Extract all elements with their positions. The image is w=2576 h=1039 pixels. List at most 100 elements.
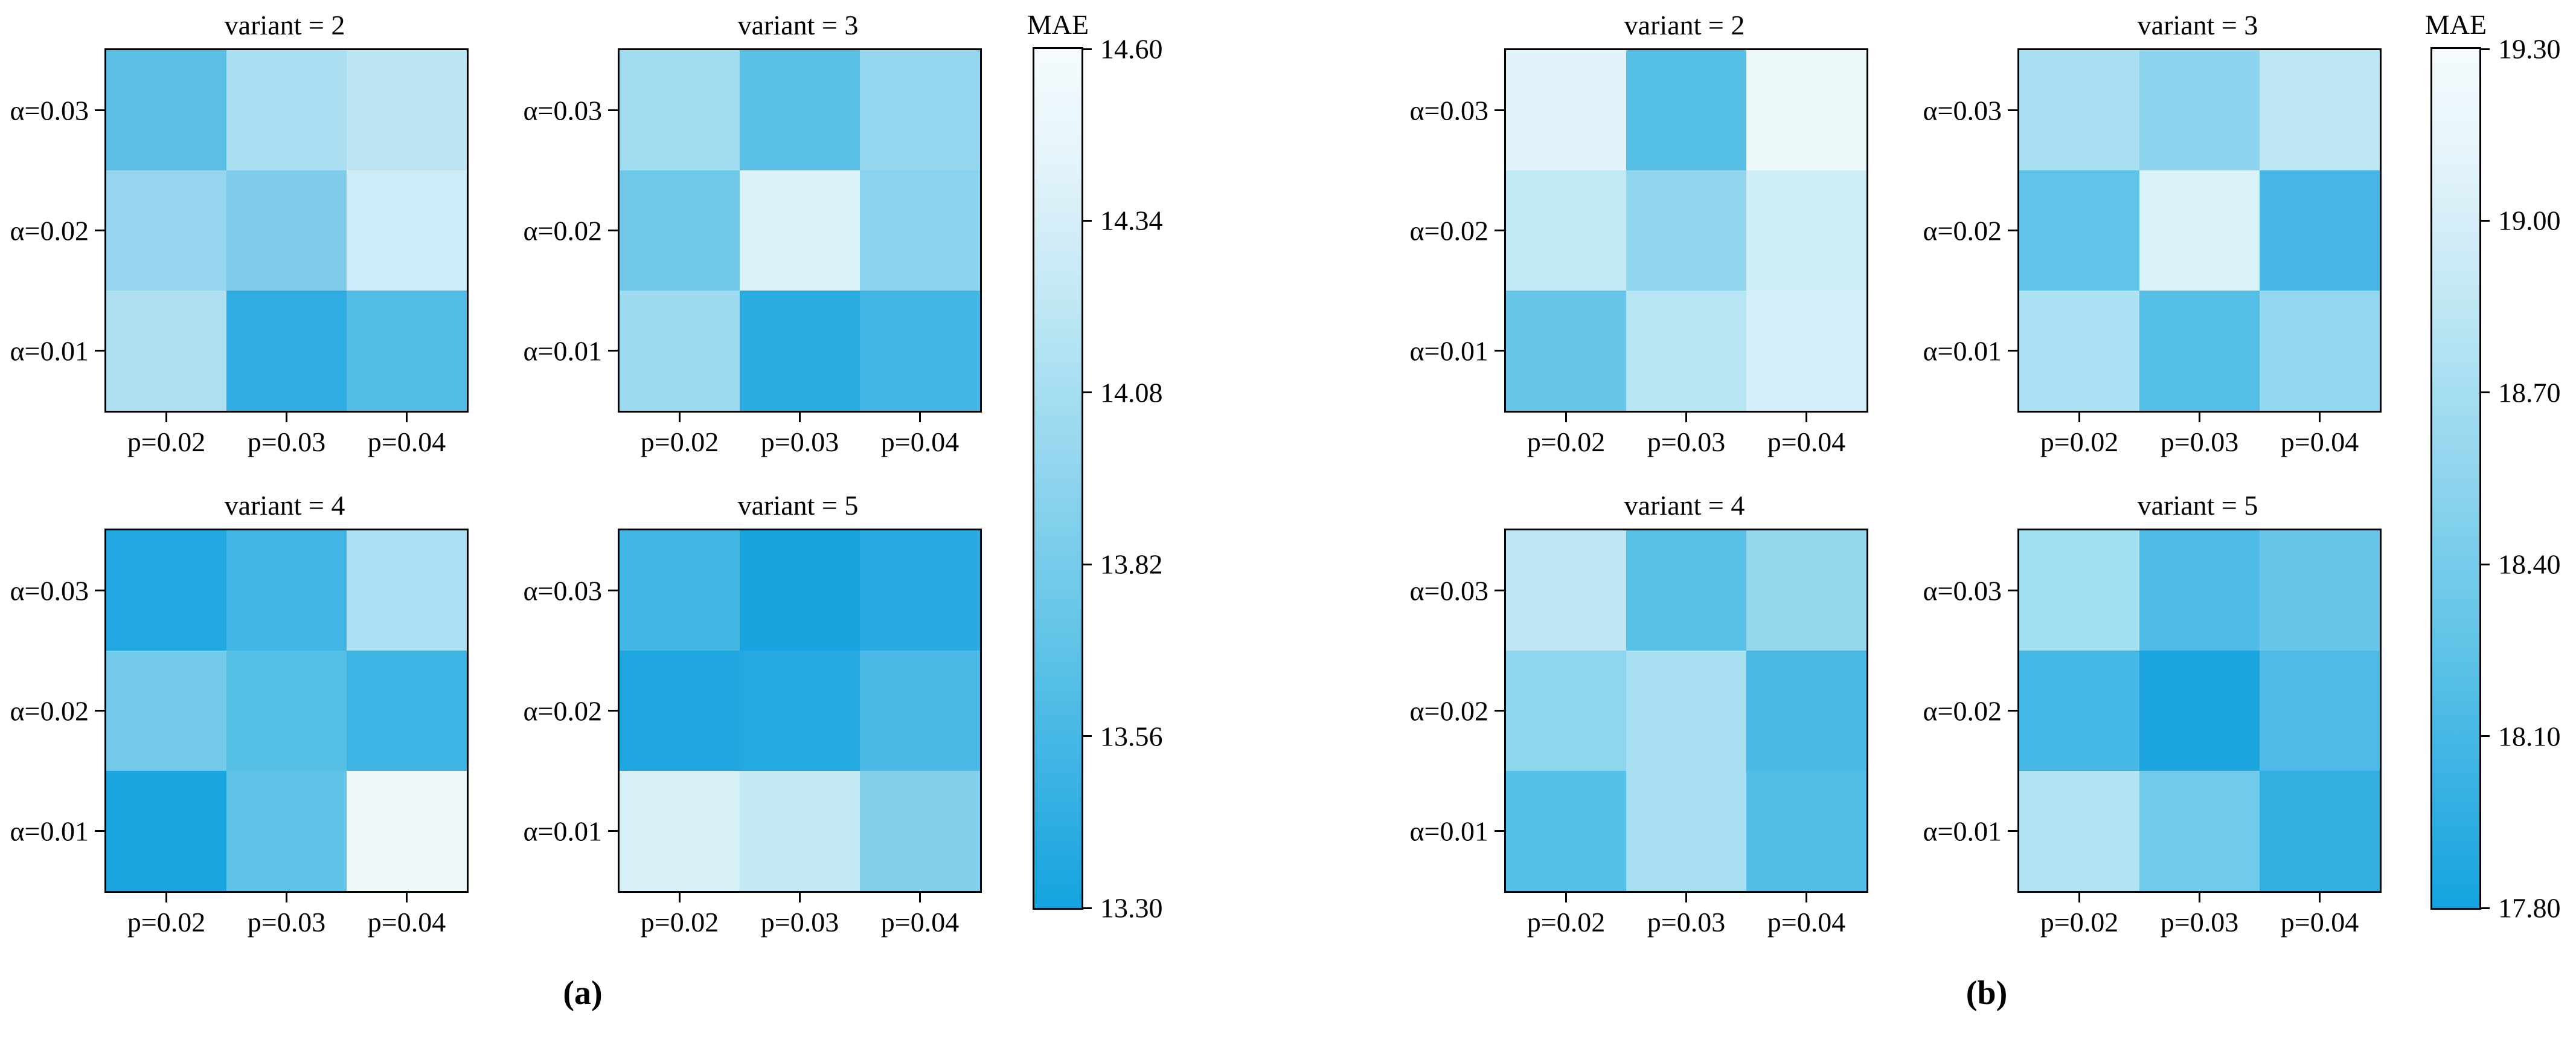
heatmap xyxy=(1504,48,1868,413)
heatmap-cell xyxy=(620,291,740,411)
heatmap-cell xyxy=(1506,771,1626,891)
y-tick-mark xyxy=(95,710,104,712)
heatmap-cell xyxy=(347,651,467,771)
heatmap-cell xyxy=(1506,651,1626,771)
colorbar-tick-mark xyxy=(1083,735,1092,738)
heatmap-cell xyxy=(1626,170,1746,291)
x-tick-label: p=0.02 xyxy=(1527,426,1606,457)
x-tick-label: p=0.03 xyxy=(2160,426,2239,457)
heatmap-cell xyxy=(226,530,347,651)
y-tick-label: α=0.03 xyxy=(1923,575,2002,606)
y-tick-label: α=0.02 xyxy=(1409,215,1488,246)
colorbar-tick-mark xyxy=(2481,48,2490,50)
x-tick-label: p=0.02 xyxy=(640,426,719,457)
heatmap-cell xyxy=(2019,530,2139,651)
y-tick-label: α=0.01 xyxy=(523,815,602,846)
colorbar-tick-mark xyxy=(2481,563,2490,565)
y-tick-label: α=0.02 xyxy=(10,215,89,246)
heatmap xyxy=(104,529,469,893)
y-tick-mark xyxy=(95,590,104,591)
heatmap-cell xyxy=(226,651,347,771)
heatmap-cell xyxy=(2139,771,2260,891)
heatmap-cell xyxy=(1626,530,1746,651)
heatmap-cell xyxy=(1506,291,1626,411)
colorbar-tick-mark xyxy=(2481,907,2490,909)
x-tick-mark xyxy=(2199,413,2200,422)
panel-a: variant = 2 α=0.03 α=0.02 α=0.01 p=0.02 p=0.0… xyxy=(10,9,1163,1012)
heatmap-cell xyxy=(1746,291,1866,411)
heatmap-cell xyxy=(1746,170,1866,291)
heatmap-cell xyxy=(740,530,860,651)
heatmap-cell xyxy=(1506,530,1626,651)
heatmap-cell xyxy=(860,530,980,651)
subplot: variant = 5 α=0.03 α=0.02 α=0.01 p=0.02 p=0.0… xyxy=(523,490,982,938)
y-tick-mark xyxy=(1495,830,1504,832)
heatmap-cell xyxy=(2260,530,2380,651)
heatmap-cell xyxy=(2260,651,2380,771)
y-tick-mark xyxy=(608,710,618,712)
y-tick-label: α=0.01 xyxy=(10,335,89,366)
heatmap-cell xyxy=(1626,291,1746,411)
y-tick-label: α=0.03 xyxy=(10,95,89,126)
heatmap-cell xyxy=(2139,291,2260,411)
heatmap xyxy=(618,529,982,893)
x-tick-label: p=0.04 xyxy=(880,907,960,938)
colorbar-tick-label: 18.40 xyxy=(2498,548,2561,580)
x-tick-label: p=0.02 xyxy=(2040,907,2119,938)
colorbar-tick-label: 13.82 xyxy=(1100,548,1163,580)
y-tick-mark xyxy=(2008,109,2017,111)
heatmap-cell xyxy=(347,530,467,651)
x-tick-label: p=0.02 xyxy=(2040,426,2119,457)
x-tick-mark xyxy=(286,413,287,422)
heatmap-cell xyxy=(1506,50,1626,170)
heatmap-cell xyxy=(1746,530,1866,651)
x-tick-label: p=0.02 xyxy=(127,426,206,457)
y-tick-mark xyxy=(608,109,618,111)
x-tick-mark xyxy=(2319,893,2321,902)
y-tick-label: α=0.01 xyxy=(1409,335,1488,366)
y-tick-label: α=0.02 xyxy=(1409,695,1488,726)
x-tick-mark xyxy=(165,413,167,422)
x-tick-mark xyxy=(1805,893,1807,902)
heatmap-cell xyxy=(347,50,467,170)
x-tick-label: p=0.02 xyxy=(1527,907,1606,938)
heatmap-cell xyxy=(226,50,347,170)
y-tick-label: α=0.02 xyxy=(10,695,89,726)
heatmap xyxy=(618,48,982,413)
heatmap xyxy=(2017,529,2382,893)
y-tick-label: α=0.01 xyxy=(1923,815,2002,846)
heatmap-cell xyxy=(2260,291,2380,411)
y-tick-mark xyxy=(608,350,618,352)
colorbar-tick-label: 17.80 xyxy=(2498,892,2561,924)
heatmap-cell xyxy=(106,651,226,771)
colorbar-tick-mark xyxy=(2481,735,2490,738)
colorbar-tick-label: 13.30 xyxy=(1100,892,1163,924)
heatmap-cell xyxy=(2260,170,2380,291)
heatmap-cell xyxy=(106,291,226,411)
heatmap-cell xyxy=(1626,651,1746,771)
y-tick-label: α=0.03 xyxy=(10,575,89,606)
heatmap-cell xyxy=(2260,50,2380,170)
colorbar-gradient xyxy=(2430,47,2481,910)
colorbar-gradient xyxy=(1033,47,1083,910)
x-tick-label: p=0.03 xyxy=(1647,426,1726,457)
y-tick-mark xyxy=(95,830,104,832)
x-tick-mark xyxy=(799,893,801,902)
colorbar-tick-label: 14.34 xyxy=(1100,205,1163,236)
x-tick-label: p=0.03 xyxy=(760,426,839,457)
heatmap-cell xyxy=(106,170,226,291)
x-tick-mark xyxy=(679,893,681,902)
heatmap-cell xyxy=(1626,50,1746,170)
x-tick-label: p=0.04 xyxy=(2280,907,2359,938)
colorbar-tick-mark xyxy=(1083,391,1092,394)
x-tick-mark xyxy=(2078,893,2080,902)
heatmap-cell xyxy=(347,291,467,411)
x-tick-mark xyxy=(2319,413,2321,422)
heatmap-cell xyxy=(1746,771,1866,891)
x-tick-label: p=0.04 xyxy=(1767,907,1846,938)
subplot: variant = 5 α=0.03 α=0.02 α=0.01 p=0.02 p=0.0… xyxy=(1923,490,2382,938)
y-tick-label: α=0.01 xyxy=(10,815,89,846)
y-tick-mark xyxy=(2008,710,2017,712)
heatmap-cell xyxy=(106,50,226,170)
subplot: variant = 4 α=0.03 α=0.02 α=0.01 p=0.02 p=0.0… xyxy=(10,490,469,938)
